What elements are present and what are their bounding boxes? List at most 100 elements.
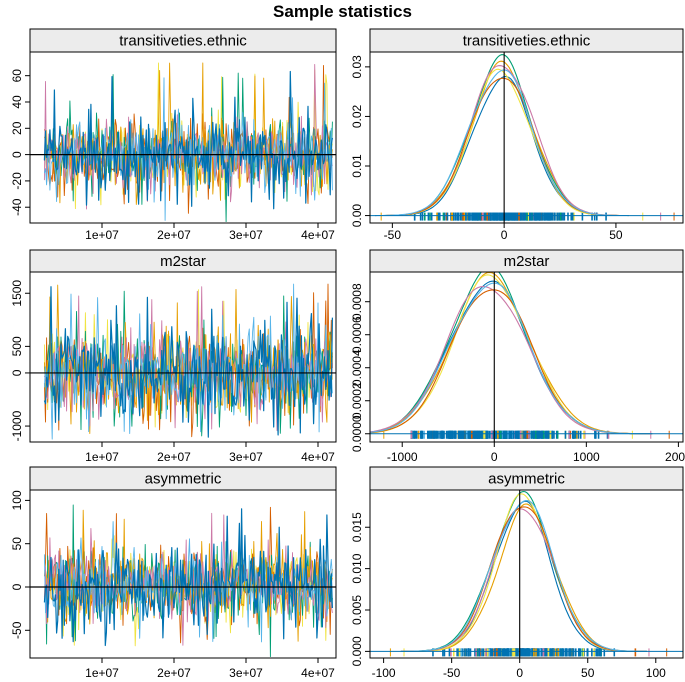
plot-area (370, 490, 683, 658)
x-tick-label: 4e+07 (301, 450, 335, 464)
x-tick-label: 50 (609, 228, 623, 242)
plot-area (30, 62, 336, 223)
x-tick-label: 1e+07 (85, 228, 119, 242)
strip-label: m2star (160, 253, 206, 270)
x-tick-label: 4e+07 (301, 228, 335, 242)
density-curve (400, 500, 647, 652)
y-tick-label: 0 (10, 583, 24, 590)
y-tick-label: 1500 (10, 280, 24, 307)
density-curve (370, 272, 653, 435)
x-tick-label: 2e+07 (157, 228, 191, 242)
y-tick-label: 0 (10, 151, 24, 158)
panel-trace-5: asymmetric 1e+07 2e+07 3e+07 4e+07 -50 0 50 100 (10, 466, 337, 680)
density-curve (375, 77, 629, 217)
y-tick-label: 100 (10, 490, 24, 510)
panel-frame (29, 51, 337, 224)
panel-trace-1: transitiveties.ethnic 1e+07 2e+07 3e+07 4e+0… (10, 28, 337, 242)
y-tick-label: 500 (10, 336, 24, 356)
y-tick-label: 60 (10, 69, 24, 83)
x-tick-label: 3e+07 (229, 450, 263, 464)
x-tick-label: 3e+07 (229, 228, 263, 242)
y-tick-label: 0.0006 (350, 316, 364, 353)
density-curve (370, 282, 653, 435)
y-tick-label: 0.015 (350, 512, 364, 542)
strip-label: asymmetric (488, 471, 565, 488)
density-curve (370, 289, 653, 435)
strip-label: transitiveties.ethnic (463, 33, 591, 50)
density-curve (375, 69, 629, 217)
density-curve (370, 285, 653, 435)
panel-density-4: m2star-10000100020000.00000.00020.00040.… (350, 249, 685, 464)
y-tick-label: -50 (10, 621, 24, 639)
density-curve (400, 490, 647, 652)
x-tick-label: 0 (501, 228, 508, 242)
y-tick-label: 0.0002 (350, 382, 364, 419)
trace-series-line (43, 70, 333, 210)
density-curve (400, 508, 647, 652)
y-tick-label: 0 (10, 369, 24, 376)
density-curve (370, 280, 653, 435)
panel-density-6: asymmetric -100 -50 0 50 100 0.000 0.005 0.010 0.… (350, 466, 684, 680)
x-tick-label: 2e+07 (157, 450, 191, 464)
y-tick-label: 0.0004 (350, 349, 364, 386)
x-tick-label: 50 (581, 666, 595, 680)
y-tick-label: 0.010 (350, 553, 364, 583)
x-tick-label: 1e+07 (85, 666, 119, 680)
x-tick-label: -50 (384, 228, 402, 242)
density-curve (400, 506, 647, 652)
panel-frame (369, 489, 684, 659)
y-tick-label: 0.00 (350, 204, 364, 228)
y-tick-label: 20 (10, 121, 24, 135)
y-tick-label: -40 (10, 198, 24, 216)
panel-trace-3: m2star 1e+07 2e+07 3e+07 4e+07 -1000 0 500 1500 (10, 249, 337, 464)
x-tick-label: 1000 (573, 450, 600, 464)
strip-label: transitiveties.ethnic (119, 33, 247, 50)
x-tick-label: 0 (491, 450, 498, 464)
x-tick-label: 4e+07 (301, 666, 335, 680)
panel-frame (369, 271, 684, 443)
trace-series-line (43, 508, 333, 647)
density-curve (370, 272, 653, 435)
strip-label: m2star (504, 253, 550, 270)
x-tick-label: -1000 (387, 450, 418, 464)
y-tick-label: 0.000 (350, 636, 364, 666)
density-curve (400, 493, 647, 652)
density-curve (370, 274, 653, 435)
density-curve (375, 60, 629, 217)
y-tick-label: 0.0008 (350, 283, 364, 320)
density-curve (375, 65, 629, 217)
strip-label: asymmetric (145, 471, 222, 488)
y-tick-label: -1000 (10, 410, 24, 441)
plot-area (370, 52, 683, 223)
x-tick-label: 0 (516, 666, 523, 680)
density-curve (400, 503, 647, 652)
x-tick-label: 2e+07 (157, 666, 191, 680)
x-tick-label: -50 (443, 666, 461, 680)
density-curve (375, 68, 629, 217)
x-tick-label: -100 (372, 666, 396, 680)
x-tick-label: 100 (646, 666, 666, 680)
y-tick-label: -20 (10, 172, 24, 190)
y-tick-label: 50 (10, 537, 24, 551)
y-tick-label: 0.005 (350, 595, 364, 625)
panel-frame (369, 51, 684, 224)
plot-area (370, 272, 683, 442)
panel-frame (29, 489, 337, 659)
panel-frame (29, 271, 337, 443)
figure-title: Sample statistics (273, 2, 412, 21)
y-tick-label: 40 (10, 95, 24, 109)
y-tick-label: 0.02 (350, 104, 364, 128)
x-tick-label: 3e+07 (229, 666, 263, 680)
plot-area (30, 283, 336, 440)
y-tick-label: 0.03 (350, 55, 364, 79)
y-tick-label: 0.0000 (350, 415, 364, 452)
x-tick-label: 1e+07 (85, 450, 119, 464)
plot-area (30, 504, 336, 658)
trace-series-line (43, 286, 333, 438)
panel-density-2: transitiveties.ethnic -50 0 50 0.00 0.01 0.02 0… (350, 28, 684, 242)
y-tick-label: 0.01 (350, 154, 364, 178)
density-curve (375, 75, 629, 217)
density-curve (400, 499, 647, 652)
